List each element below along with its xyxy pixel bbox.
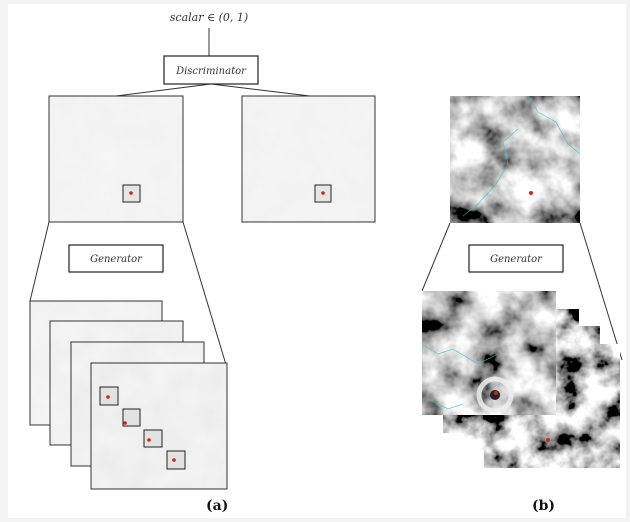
diagram-canvas: scalar ∈ (0, 1) Discriminator Generator (29, 11, 623, 490)
satellite-image-top (450, 95, 581, 223)
disc-link-right (210, 83, 311, 97)
generator-label-a: Generator (90, 254, 143, 265)
storm-center-marker (129, 191, 133, 195)
disc-link-left (115, 83, 212, 97)
storm-center-marker (106, 395, 110, 399)
gen-link-right-b (579, 222, 623, 361)
gen-link-left-b (421, 222, 451, 292)
input-image-left (48, 95, 184, 223)
scalar-output-label: scalar ∈ (0, 1) (170, 11, 248, 24)
storm-center-marker (546, 438, 550, 442)
gen-link-right (182, 221, 228, 369)
crop-box (122, 408, 141, 427)
storm-center-marker (321, 191, 325, 195)
discriminator-label: Discriminator (175, 66, 247, 77)
frame-stack-b (421, 291, 620, 468)
storm-eye-swirl (476, 376, 514, 414)
crop-box (166, 450, 186, 470)
input-image-right (241, 95, 376, 223)
coastline (462, 95, 581, 217)
generator-box-a (68, 244, 164, 273)
stack-frame-4 (90, 362, 228, 490)
stack-frame-b1 (421, 291, 556, 415)
storm-center-marker (147, 438, 151, 442)
storm-center-marker (529, 191, 533, 195)
storm-center-marker (123, 421, 127, 425)
panel-label-a: (a) (206, 498, 229, 514)
generator-box-b (468, 244, 564, 273)
storm-center-marker (494, 391, 498, 395)
gen-link-left (29, 221, 50, 302)
crop-box (143, 429, 163, 448)
coastline (421, 343, 499, 410)
storm-center-marker (172, 458, 176, 462)
figure-page: scalar ∈ (0, 1) Discriminator Generator (8, 4, 626, 518)
generator-label-b: Generator (490, 254, 543, 265)
frame-stack-a (29, 300, 228, 490)
panel-label-b: (b) (532, 498, 556, 514)
